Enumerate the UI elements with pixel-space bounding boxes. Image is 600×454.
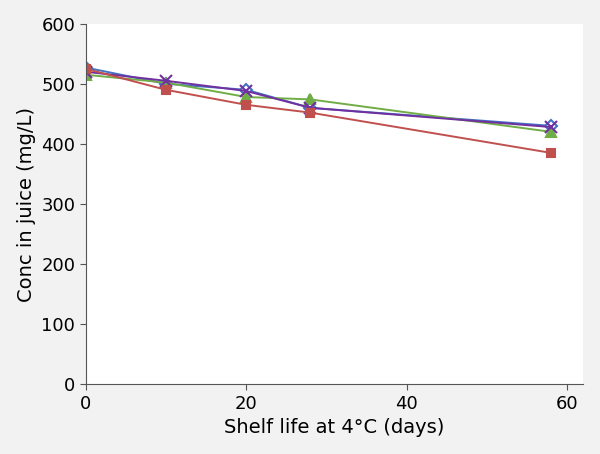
pulsed electric field [82,69,89,74]
Line: untreated: untreated [82,64,556,130]
heat treatment [242,102,250,108]
Line: heat treatment: heat treatment [82,64,556,157]
pulsed electric field [307,105,314,111]
untreated [307,105,314,111]
X-axis label: Shelf life at 4°C (days): Shelf life at 4°C (days) [224,418,445,437]
untreated [242,87,250,93]
Line: high pressure: high pressure [81,70,556,137]
untreated [548,123,555,128]
high pressure [82,72,89,78]
high pressure [242,94,250,100]
untreated [163,81,170,87]
heat treatment [548,150,555,156]
high pressure [307,97,314,102]
high pressure [548,129,555,134]
heat treatment [307,110,314,115]
Line: pulsed electric field: pulsed electric field [80,66,557,133]
heat treatment [82,66,89,71]
pulsed electric field [242,88,250,94]
high pressure [163,80,170,85]
pulsed electric field [163,78,170,84]
heat treatment [163,87,170,93]
untreated [82,65,89,70]
pulsed electric field [548,124,555,130]
Y-axis label: Conc in juice (mg/L): Conc in juice (mg/L) [17,107,35,301]
